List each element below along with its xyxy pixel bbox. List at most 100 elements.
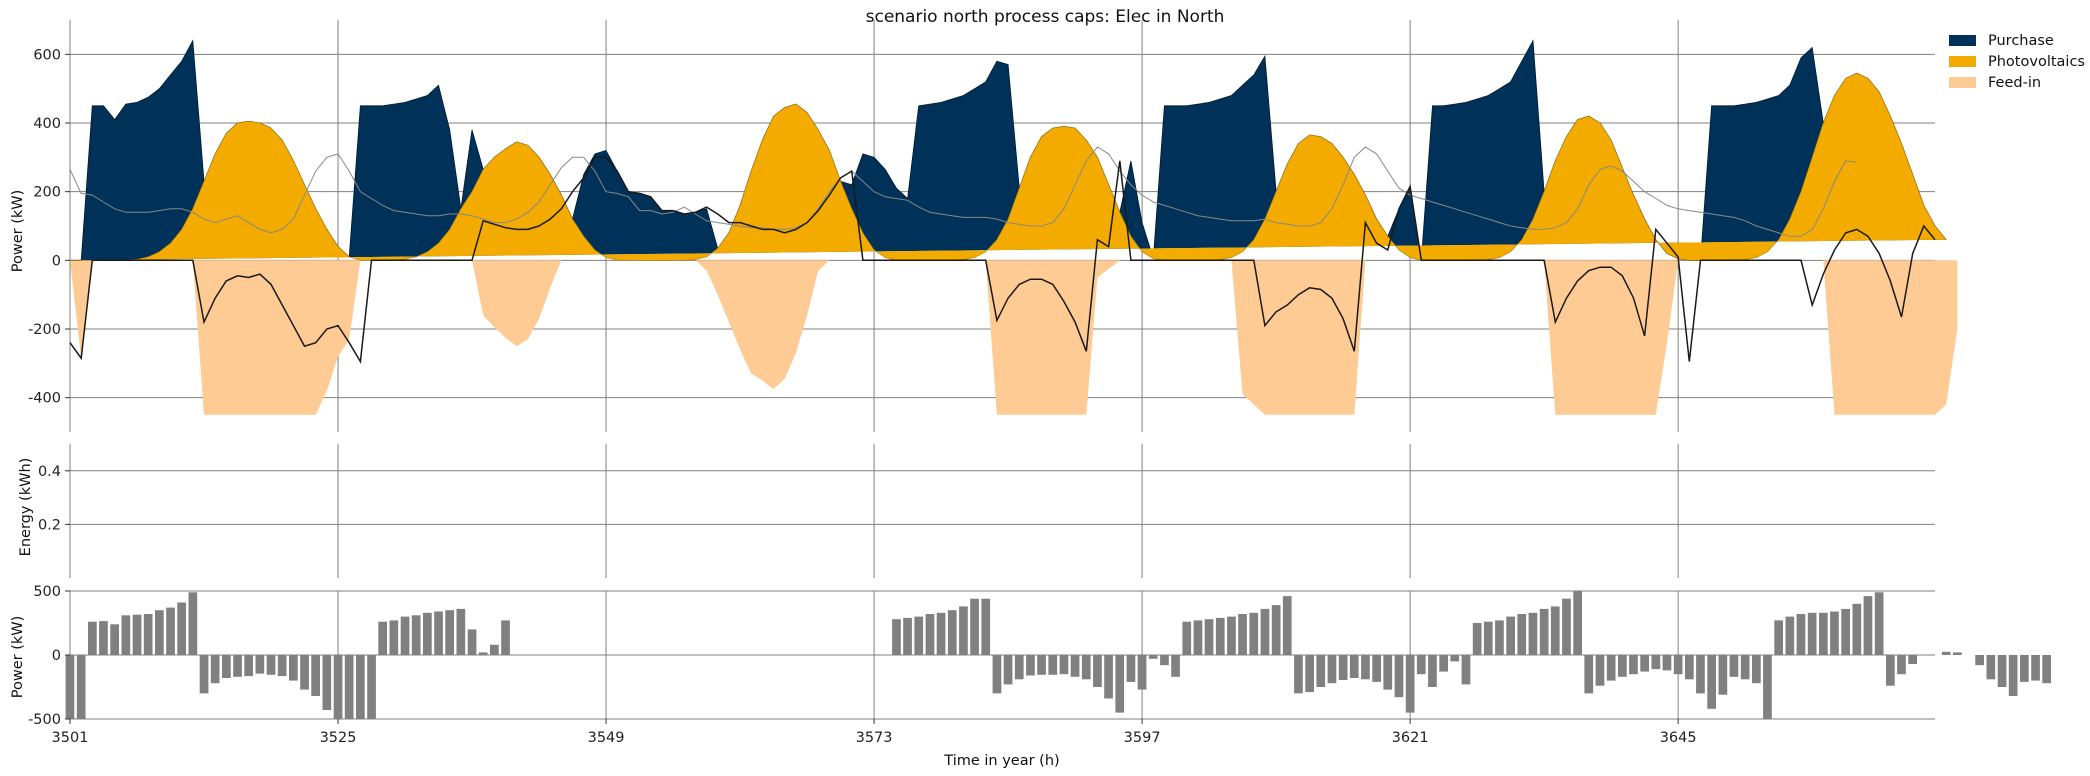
storage-bar (467, 629, 477, 655)
storage-bar (1182, 621, 1192, 655)
storage-bar (1975, 655, 1984, 666)
storage-bar (1986, 655, 1996, 680)
panel-storage: -500 0 500 Power (kW) (10, 584, 2051, 728)
legend-swatch (1949, 35, 1976, 46)
panel-power: -400 -200 0 200 400 600 Power (kW) (10, 20, 1958, 432)
storage-bar (99, 621, 108, 655)
storage-bar (1416, 655, 1426, 675)
storage-bar (1550, 606, 1560, 655)
energy-y-tick-label: 0.2 (38, 517, 61, 533)
storage-bar (1662, 655, 1672, 671)
storage-bar (1774, 620, 1783, 655)
storage-bar (1428, 655, 1437, 687)
x-tick-label: 3597 (1124, 730, 1161, 746)
energy-y-axis-label: Energy (kWh) (18, 458, 34, 557)
storage-bar (166, 607, 175, 655)
net-line (69, 156, 1936, 364)
storage-bar (333, 655, 343, 719)
storage-bar (2008, 655, 2018, 696)
storage-bar (411, 615, 421, 655)
storage-bar (356, 655, 365, 719)
storage-bar (925, 614, 935, 655)
storage-bar (1137, 655, 1147, 690)
power-y-ticks: -400 -200 0 200 400 600 (28, 47, 70, 407)
x-tick-label: 3525 (320, 730, 357, 746)
storage-bar (1886, 655, 1895, 686)
storage-bar (1093, 655, 1102, 687)
demand-line (69, 146, 1857, 237)
storage-bar (445, 610, 454, 655)
storage-bar (1908, 655, 1917, 664)
storage-bar (1517, 614, 1527, 655)
legend-label: Feed-in (1988, 75, 2041, 91)
storage-bar (1897, 655, 1906, 675)
storage-bar (1405, 655, 1415, 713)
storage-bar (143, 614, 153, 655)
storage-bar (1506, 616, 1515, 655)
storage-bar (1752, 655, 1761, 684)
storage-bar (266, 655, 276, 675)
storage-bar (1171, 655, 1180, 677)
storage-bar (501, 620, 510, 655)
storage-bar (344, 655, 354, 719)
storage-bar (255, 655, 265, 674)
storage-bar (1562, 598, 1571, 655)
storage-y-ticks: -500 0 500 (28, 584, 70, 728)
storage-bar (1271, 605, 1281, 655)
storage-bar (1573, 591, 1582, 655)
storage-bar (1204, 619, 1214, 655)
power-y-tick-label: -400 (28, 391, 61, 407)
storage-bar (1696, 655, 1705, 694)
storage-bar (322, 655, 332, 710)
storage-y-tick-label: 500 (33, 584, 61, 600)
power-areas (70, 39, 1958, 415)
storage-bar (1874, 592, 1884, 655)
storage-bar (1215, 617, 1225, 655)
storage-bar (1394, 655, 1404, 698)
storage-bar (1249, 612, 1259, 655)
storage-bar (1830, 611, 1839, 655)
storage-bar (1104, 655, 1113, 699)
storage-bar (1338, 655, 1348, 680)
storage-bar (244, 655, 253, 677)
storage-bar (478, 652, 488, 655)
storage-bar (423, 612, 432, 655)
storage-bar (1059, 655, 1069, 675)
storage-bar (981, 598, 991, 655)
power-y-tick-label: 400 (33, 116, 61, 132)
storage-bar (1796, 614, 1806, 655)
storage-bar (1383, 655, 1393, 690)
storage-bar (1282, 596, 1292, 655)
legend: Purchase Photovoltaics Feed-in (1949, 33, 2085, 91)
storage-bar (1126, 655, 1136, 682)
legend-swatch (1949, 56, 1976, 67)
storage-bar (378, 621, 387, 655)
power-y-tick-label: 0 (52, 253, 61, 269)
storage-bar (1941, 651, 1951, 655)
power-y-tick-label: 200 (33, 185, 61, 201)
storage-bar (1003, 655, 1013, 685)
storage-bar (1048, 655, 1058, 675)
storage-bar (1260, 608, 1270, 655)
storage-bar (2042, 655, 2051, 684)
storage-bar (1115, 655, 1125, 713)
storage-bar (936, 612, 946, 655)
storage-bar (1953, 652, 1962, 655)
storage-bar (1461, 655, 1471, 685)
storage-bar (210, 655, 220, 684)
storage-bar (177, 602, 186, 655)
storage-bar (2031, 655, 2040, 681)
storage-bar (132, 614, 142, 655)
storage-bar (490, 644, 499, 655)
storage-bar (1618, 655, 1627, 677)
storage-bar (1305, 655, 1314, 693)
storage-bar (1595, 655, 1605, 686)
storage-bar (300, 655, 309, 690)
x-tick-label: 3645 (1660, 730, 1697, 746)
storage-bar (1361, 655, 1370, 680)
storage-bar (1685, 655, 1694, 680)
storage-bar (110, 624, 119, 655)
storage-bar (188, 592, 198, 655)
storage-bar (1606, 655, 1616, 681)
storage-bar (1841, 608, 1850, 655)
